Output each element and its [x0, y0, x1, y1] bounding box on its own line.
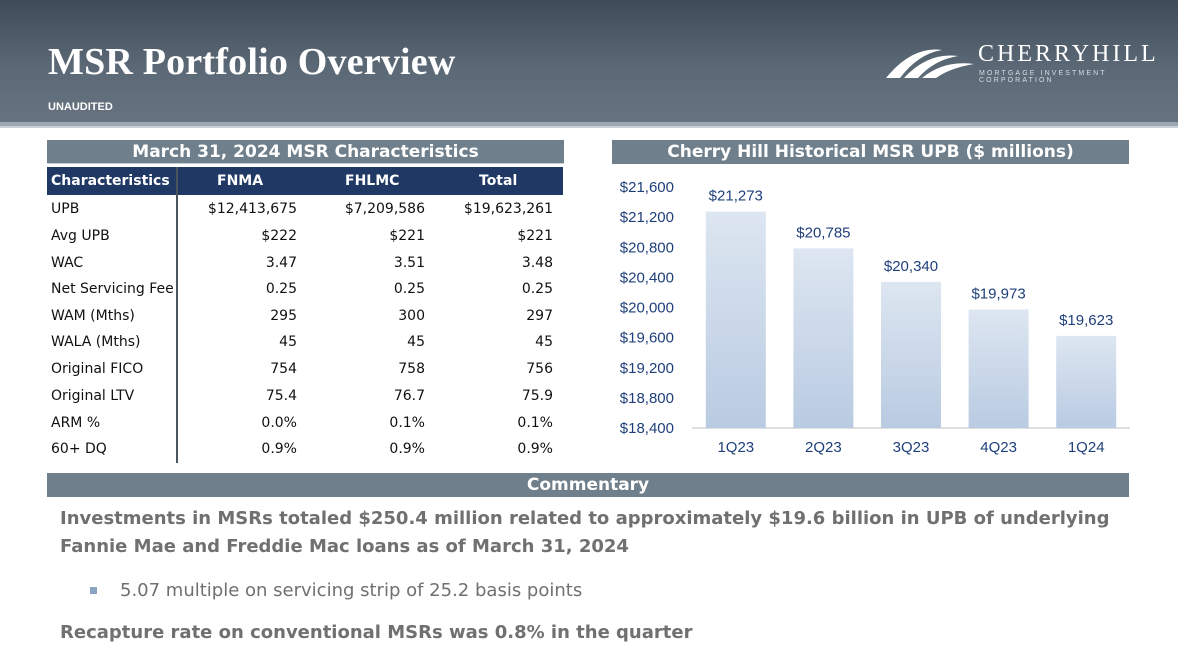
y-tick-label: $20,800 — [620, 239, 674, 256]
x-tick-label: 1Q23 — [717, 439, 754, 456]
fhlmc-value: 0.1% — [389, 415, 425, 431]
bar-value-label: $20,340 — [884, 258, 938, 275]
row-label: UPB — [51, 201, 80, 217]
total-value: 3.48 — [521, 255, 553, 271]
column-header: Characteristics — [51, 173, 170, 189]
commentary-subpoint: 5.07 multiple on servicing strip of 25.2… — [120, 580, 583, 601]
bar-3q23 — [881, 281, 941, 428]
row-label: Avg UPB — [51, 228, 110, 244]
row-label: Net Servicing Fee — [51, 281, 174, 297]
total-value: 0.25 — [521, 281, 553, 297]
bar-1q23 — [705, 211, 766, 428]
total-value: 0.1% — [517, 415, 553, 431]
fhlmc-value: $221 — [389, 228, 425, 244]
table-row: Net Servicing Fee 0.25 0.25 0.25 — [47, 276, 563, 303]
x-tick-label: 2Q23 — [805, 439, 842, 456]
fnma-value: 0.9% — [261, 441, 297, 457]
column-header: FNMA — [217, 173, 264, 189]
table-row: 60+ DQ 0.9% 0.9% 0.9% — [47, 436, 563, 463]
fnma-value: 0.0% — [261, 415, 297, 431]
x-tick-label: 1Q24 — [1068, 439, 1105, 456]
row-label: WALA (Mths) — [51, 334, 141, 350]
row-label: Original LTV — [51, 388, 135, 404]
bar-value-label: $19,623 — [1059, 312, 1113, 329]
table-row: Original FICO 754 758 756 — [47, 356, 563, 383]
commentary-point: Recapture rate on conventional MSRs was … — [60, 622, 693, 643]
bar-1q24 — [1056, 335, 1117, 428]
fnma-value: 75.4 — [265, 388, 297, 404]
fnma-value: $12,413,675 — [207, 201, 297, 217]
total-value: 297 — [526, 308, 553, 324]
y-tick-label: $20,000 — [620, 300, 674, 317]
bar-2q23 — [793, 248, 854, 428]
total-value: $19,623,261 — [463, 201, 553, 217]
table-header-row: Characteristics FNMA FHLMC Total — [47, 167, 563, 195]
total-value: $221 — [517, 228, 553, 244]
fnma-value: 754 — [270, 361, 297, 377]
commentary-point: Investments in MSRs totaled $250.4 milli… — [60, 508, 1110, 557]
row-label: 60+ DQ — [51, 441, 107, 457]
msr-upb-bar-chart: $18,400 $18,800 $19,200 $19,600 $20,000 $20,4… — [620, 179, 1130, 456]
x-tick-label: 4Q23 — [980, 439, 1017, 456]
mountain-arches-icon — [886, 49, 974, 78]
fhlmc-value: 300 — [398, 308, 425, 324]
column-header: Total — [479, 173, 518, 189]
table-row: Avg UPB $222 $221 $221 — [47, 223, 563, 250]
fnma-value: 3.47 — [265, 255, 297, 271]
x-tick-label: 3Q23 — [893, 439, 930, 456]
header-divider — [0, 122, 1178, 126]
fnma-value: 45 — [279, 334, 297, 350]
logo-wordmark: CHERRYHILL — [978, 41, 1159, 67]
fnma-value: 0.25 — [265, 281, 297, 297]
table-row: UPB $12,413,675 $7,209,586 $19,623,261 — [47, 196, 563, 223]
table-row: Original LTV 75.4 76.7 75.9 — [47, 383, 563, 410]
square-bullet-icon — [90, 587, 97, 594]
fhlmc-value: 76.7 — [393, 388, 425, 404]
table-title: March 31, 2024 MSR Characteristics — [47, 140, 564, 164]
table-row: ARM % 0.0% 0.1% 0.1% — [47, 410, 563, 437]
total-value: 75.9 — [521, 388, 553, 404]
commentary-title: Commentary — [47, 473, 1129, 497]
y-tick-label: $18,400 — [620, 420, 674, 437]
total-value: 0.9% — [517, 441, 553, 457]
y-tick-label: $18,800 — [620, 390, 674, 407]
row-label: Original FICO — [51, 361, 144, 377]
header-divider-thin — [0, 126, 1178, 128]
bar-4q23 — [968, 309, 1029, 428]
y-tick-label: $20,400 — [620, 269, 674, 286]
table-row: WALA (Mths) 45 45 45 — [47, 329, 563, 356]
bar-value-label: $21,273 — [709, 188, 763, 205]
fhlmc-value: 758 — [398, 361, 425, 377]
table-row: WAM (Mths) 295 300 297 — [47, 303, 563, 330]
fhlmc-value: 0.9% — [389, 441, 425, 457]
page-header — [0, 0, 1178, 122]
y-tick-label: $21,600 — [620, 179, 674, 196]
total-value: 756 — [526, 361, 553, 377]
bar-value-label: $20,785 — [796, 224, 850, 241]
fhlmc-value: 0.25 — [393, 281, 425, 297]
table-row: WAC 3.47 3.51 3.48 — [47, 250, 563, 277]
page-title: MSR Portfolio Overview — [48, 41, 456, 83]
chart-title: Cherry Hill Historical MSR UPB ($ millio… — [612, 140, 1129, 164]
row-label: WAM (Mths) — [51, 308, 135, 324]
fhlmc-value: 45 — [407, 334, 425, 350]
fnma-value: 295 — [270, 308, 297, 324]
column-divider — [176, 167, 178, 463]
fhlmc-value: $7,209,586 — [344, 201, 425, 217]
fnma-value: $222 — [261, 228, 297, 244]
bar-value-label: $19,973 — [971, 286, 1025, 303]
y-tick-label: $21,200 — [620, 209, 674, 226]
page-subtitle: UNAUDITED — [48, 101, 113, 113]
y-tick-label: $19,200 — [620, 360, 674, 377]
row-label: WAC — [51, 255, 84, 271]
row-label: ARM % — [51, 415, 101, 431]
logo-tagline: MORTGAGE INVESTMENT CORPORATION — [979, 70, 1107, 84]
y-tick-label: $19,600 — [620, 330, 674, 347]
column-header: FHLMC — [345, 173, 400, 189]
fhlmc-value: 3.51 — [393, 255, 425, 271]
total-value: 45 — [535, 334, 553, 350]
